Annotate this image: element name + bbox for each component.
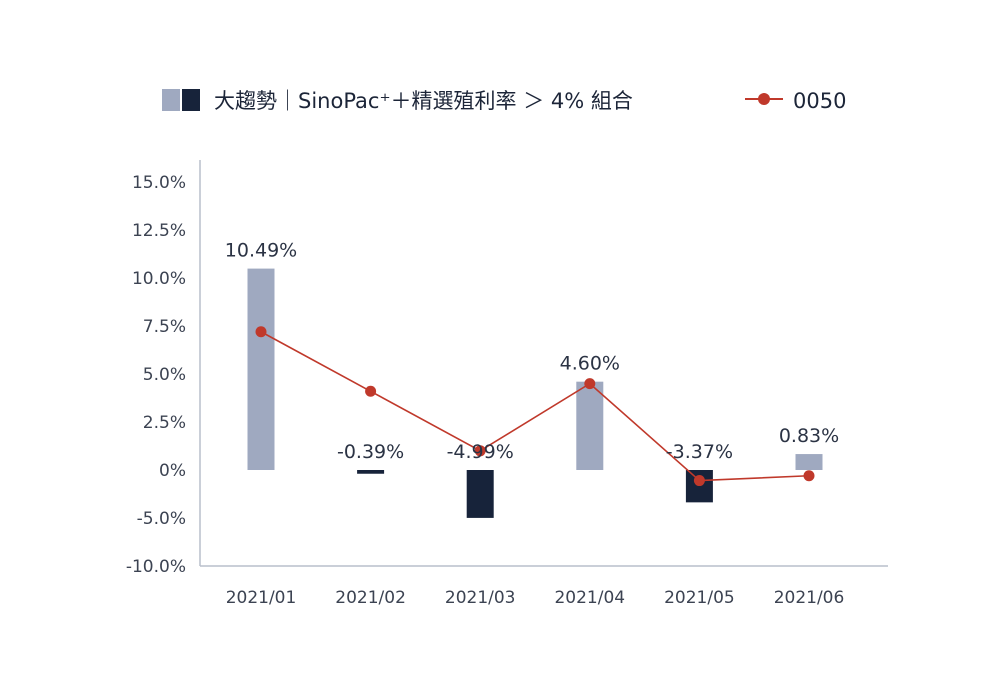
line-point [803, 470, 815, 482]
bar-data-label: -4.99% [447, 441, 514, 463]
line-point [584, 378, 596, 390]
bars [247, 268, 823, 518]
y-tick-label: 7.5% [143, 317, 186, 337]
bar [466, 470, 494, 518]
x-tick-label: 2021/04 [554, 588, 625, 608]
x-ticks: 2021/01 2021/02 2021/03 2021/04 2021/05 2021/… [226, 588, 845, 608]
bar [576, 381, 604, 470]
legend: 大趨勢｜SinoPac⁺＋精選殖利率 ＞ 4% 組合 0050 [162, 89, 846, 113]
line-point [474, 445, 486, 457]
bar-data-label: 4.60% [560, 353, 620, 375]
bar [247, 268, 275, 470]
y-tick-label: 0% [159, 461, 186, 481]
y-tick-label: 10.0% [132, 269, 186, 289]
bar-labels: 10.49% -0.39% -4.99% 4.60% -3.37% 0.83% [225, 240, 839, 463]
line-point [255, 326, 267, 338]
bar-data-label: 0.83% [779, 425, 839, 447]
legend-line-marker [758, 93, 770, 105]
y-tick-label: 12.5% [132, 221, 186, 241]
legend-line-label: 0050 [793, 89, 846, 113]
line-point [693, 475, 705, 487]
legend-swatch-light [162, 89, 180, 111]
line-series [255, 326, 815, 487]
bar-data-label: -3.37% [666, 441, 733, 463]
y-tick-label: -10.0% [126, 557, 186, 577]
x-tick-label: 2021/03 [445, 588, 516, 608]
legend-bar-label: 大趨勢｜SinoPac⁺＋精選殖利率 ＞ 4% 組合 [214, 89, 633, 113]
y-tick-label: 15.0% [132, 173, 186, 193]
x-tick-label: 2021/02 [335, 588, 406, 608]
legend-swatch-dark [182, 89, 200, 111]
x-tick-label: 2021/06 [774, 588, 845, 608]
y-tick-label: 2.5% [143, 413, 186, 433]
line-0050 [260, 331, 810, 482]
y-ticks: 15.0% 12.5% 10.0% 7.5% 5.0% 2.5% 0% -5.0% -10.0% [126, 173, 186, 577]
x-tick-label: 2021/01 [226, 588, 297, 608]
y-tick-label: 5.0% [143, 365, 186, 385]
bar-data-label: -0.39% [337, 441, 404, 463]
bar [795, 454, 823, 470]
x-tick-label: 2021/05 [664, 588, 735, 608]
bar [357, 470, 385, 474]
bar-data-label: 10.49% [225, 240, 297, 262]
y-tick-label: -5.0% [137, 509, 186, 529]
line-point [365, 385, 377, 397]
bar [685, 470, 713, 503]
